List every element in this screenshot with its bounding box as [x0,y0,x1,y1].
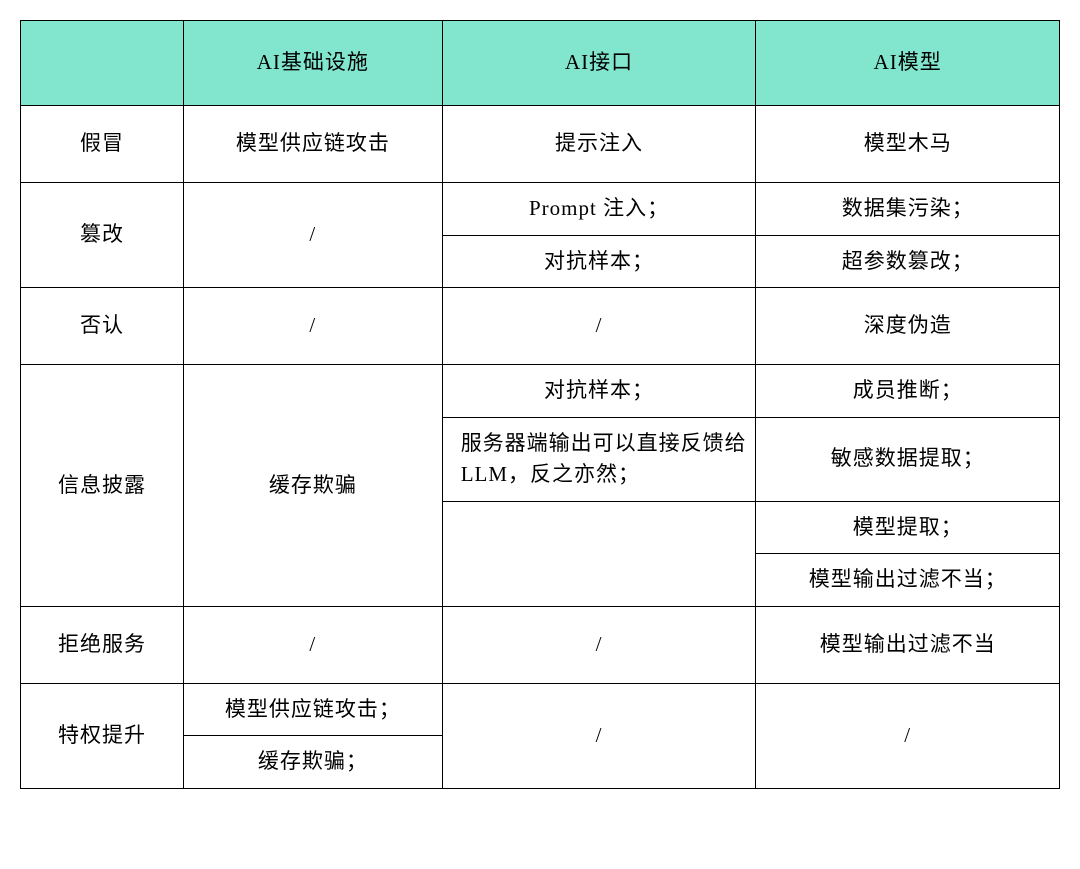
cell-api: 服务器端输出可以直接反馈给LLM，反之亦然； [442,417,756,501]
header-model: AI模型 [756,21,1060,106]
cell-model: 模型输出过滤不当； [756,554,1060,607]
table-row: 特权提升 模型供应链攻击； / / [21,683,1060,736]
cell-api: Prompt 注入； [442,183,756,236]
cell-model: 模型输出过滤不当 [756,606,1060,683]
threat-matrix-table: AI基础设施 AI接口 AI模型 假冒 模型供应链攻击 提示注入 模型木马 篡改… [20,20,1060,789]
row-label: 特权提升 [21,683,184,788]
header-api: AI接口 [442,21,756,106]
cell-infra: 缓存欺骗 [183,365,442,607]
cell-model: / [756,683,1060,788]
table-row: 信息披露 缓存欺骗 对抗样本； 成员推断； [21,365,1060,418]
table-row: 篡改 / Prompt 注入； 数据集污染； [21,183,1060,236]
row-label: 拒绝服务 [21,606,184,683]
cell-api: 对抗样本； [442,235,756,288]
cell-model: 数据集污染； [756,183,1060,236]
cell-model: 模型木马 [756,106,1060,183]
cell-infra: / [183,606,442,683]
table-container: { "style": { "header_bg": "#81e6cd", "bo… [0,0,1080,869]
cell-model: 成员推断； [756,365,1060,418]
row-label: 信息披露 [21,365,184,607]
cell-model: 模型提取； [756,501,1060,554]
header-blank [21,21,184,106]
cell-infra: 模型供应链攻击； [183,683,442,736]
header-infra: AI基础设施 [183,21,442,106]
cell-infra: 模型供应链攻击 [183,106,442,183]
cell-infra: 缓存欺骗； [183,736,442,789]
cell-api: / [442,288,756,365]
cell-model: 敏感数据提取； [756,417,1060,501]
header-row: AI基础设施 AI接口 AI模型 [21,21,1060,106]
row-label: 篡改 [21,183,184,288]
cell-api: / [442,683,756,788]
cell-model: 超参数篡改； [756,235,1060,288]
table-row: 假冒 模型供应链攻击 提示注入 模型木马 [21,106,1060,183]
row-label: 假冒 [21,106,184,183]
cell-infra: / [183,183,442,288]
row-label: 否认 [21,288,184,365]
table-row: 拒绝服务 / / 模型输出过滤不当 [21,606,1060,683]
cell-api: / [442,606,756,683]
cell-api: 对抗样本； [442,365,756,418]
cell-api [442,501,756,606]
cell-model: 深度伪造 [756,288,1060,365]
cell-infra: / [183,288,442,365]
table-row: 否认 / / 深度伪造 [21,288,1060,365]
cell-api: 提示注入 [442,106,756,183]
